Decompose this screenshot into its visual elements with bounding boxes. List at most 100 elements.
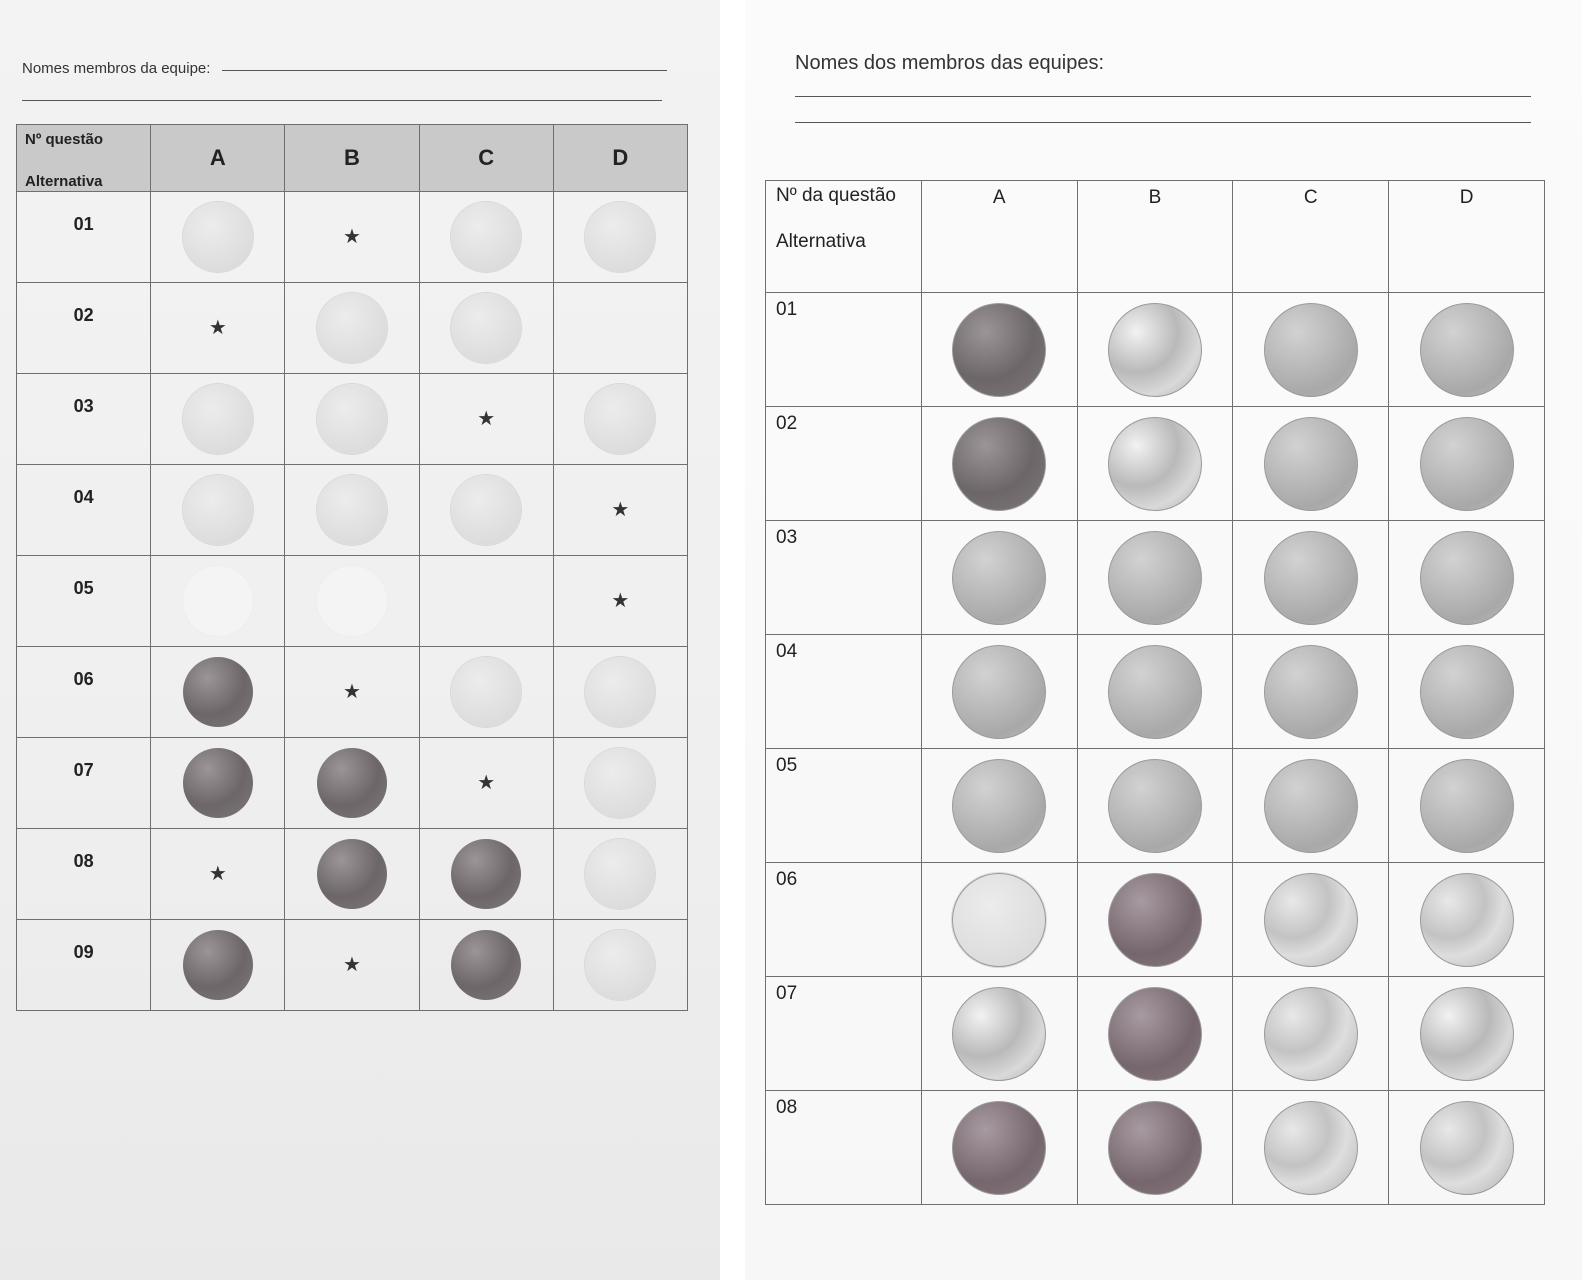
answer-cell-c[interactable] — [1232, 1090, 1390, 1205]
question-header: Nº questão Alternativa — [15, 124, 152, 192]
sticker-dot — [952, 416, 1047, 511]
sticker-dot — [1419, 416, 1514, 511]
sticker-dot — [316, 475, 387, 545]
answer-cell-c[interactable] — [418, 191, 554, 283]
answer-cell-b[interactable] — [1076, 292, 1234, 407]
answer-cell-a[interactable] — [920, 1090, 1078, 1205]
answer-cell-a[interactable] — [920, 976, 1078, 1091]
answer-cell-a[interactable] — [150, 373, 286, 465]
sticker-dot — [1419, 1100, 1514, 1195]
answer-cell-a[interactable] — [150, 191, 286, 283]
answer-cell-b[interactable] — [284, 282, 420, 374]
answer-cell-d[interactable] — [1388, 634, 1545, 749]
answer-cell-c[interactable] — [1232, 520, 1390, 635]
answer-cell-b[interactable] — [284, 828, 420, 920]
table-row: 03 ★ — [15, 373, 689, 465]
answer-cell-a[interactable] — [920, 406, 1078, 521]
question-number: 02 — [765, 406, 922, 521]
answer-cell-a[interactable] — [150, 919, 286, 1011]
answer-cell-b[interactable]: ★ — [284, 919, 420, 1011]
answer-sheet-right: Nomes dos membros das equipes: Nº da que… — [745, 0, 1582, 1280]
answer-cell-a[interactable] — [920, 292, 1078, 407]
answer-cell-b[interactable] — [1076, 634, 1234, 749]
team-names-label: Nomes membros da equipe: — [22, 60, 211, 77]
answer-cell-a[interactable] — [920, 748, 1078, 863]
sticker-dot — [182, 475, 253, 545]
sticker-dot — [1107, 644, 1202, 739]
answer-cell-b[interactable] — [284, 373, 420, 465]
answer-cell-c[interactable] — [1232, 862, 1390, 977]
column-header-a: A — [150, 124, 286, 192]
answer-cell-a[interactable] — [920, 634, 1078, 749]
answer-cell-c[interactable] — [418, 555, 554, 647]
answer-cell-d[interactable] — [1388, 976, 1545, 1091]
question-number: 02 — [15, 282, 152, 374]
answer-cell-d[interactable] — [1388, 406, 1545, 521]
answer-cell-c[interactable] — [1232, 748, 1390, 863]
answer-cell-a[interactable] — [150, 464, 286, 556]
answer-cell-b[interactable] — [1076, 406, 1234, 521]
answer-cell-d[interactable] — [552, 282, 689, 374]
sticker-dot — [451, 293, 522, 363]
sticker-dot — [1419, 302, 1514, 397]
answer-cell-b[interactable]: ★ — [284, 191, 420, 283]
question-number: 08 — [15, 828, 152, 920]
answer-cell-b[interactable] — [1076, 520, 1234, 635]
answer-cell-d[interactable] — [552, 646, 689, 738]
answer-cell-c[interactable] — [418, 919, 554, 1011]
star-icon: ★ — [343, 681, 361, 703]
answer-cell-d[interactable]: ★ — [552, 555, 689, 647]
sticker-dot — [952, 644, 1047, 739]
answer-cell-a[interactable] — [920, 520, 1078, 635]
sticker-dot — [585, 384, 656, 454]
answer-cell-b[interactable] — [1076, 862, 1234, 977]
answer-cell-a[interactable] — [150, 555, 286, 647]
answer-cell-d[interactable] — [1388, 862, 1545, 977]
answer-cell-c[interactable] — [1232, 406, 1390, 521]
answer-cell-d[interactable] — [552, 919, 689, 1011]
answer-cell-c[interactable] — [1232, 634, 1390, 749]
sticker-dot — [182, 384, 253, 454]
answer-cell-d[interactable] — [1388, 520, 1545, 635]
answer-cell-b[interactable] — [284, 464, 420, 556]
sticker-dot — [182, 566, 253, 636]
answer-cell-c[interactable] — [418, 464, 554, 556]
sticker-dot — [1263, 872, 1358, 967]
answer-cell-d[interactable] — [552, 191, 689, 283]
answer-cell-c[interactable] — [418, 282, 554, 374]
question-number: 07 — [765, 976, 922, 1091]
answer-cell-b[interactable] — [284, 555, 420, 647]
answer-cell-d[interactable]: ★ — [552, 464, 689, 556]
answer-cell-d[interactable] — [552, 737, 689, 829]
answer-cell-d[interactable] — [1388, 1090, 1545, 1205]
answer-cell-d[interactable] — [1388, 292, 1545, 407]
answer-cell-c[interactable]: ★ — [418, 373, 554, 465]
table-row: 01 ★ — [15, 191, 689, 283]
answer-cell-b[interactable] — [1076, 1090, 1234, 1205]
answer-cell-c[interactable] — [418, 646, 554, 738]
table-row: 06 ★ — [15, 646, 689, 738]
answer-cell-d[interactable] — [552, 373, 689, 465]
answer-cell-c[interactable]: ★ — [418, 737, 554, 829]
sticker-dot — [952, 758, 1047, 853]
answer-cell-a[interactable]: ★ — [150, 282, 286, 374]
answer-cell-a[interactable] — [150, 646, 286, 738]
answer-cell-b[interactable] — [1076, 976, 1234, 1091]
answer-cell-d[interactable] — [1388, 748, 1545, 863]
answer-cell-b[interactable]: ★ — [284, 646, 420, 738]
answer-cell-d[interactable] — [552, 828, 689, 920]
answer-cell-b[interactable] — [284, 737, 420, 829]
sticker-dot — [316, 748, 387, 818]
names-line — [22, 100, 662, 101]
answer-cell-a[interactable] — [150, 737, 286, 829]
sticker-dot — [1107, 530, 1202, 625]
answer-cell-a[interactable]: ★ — [150, 828, 286, 920]
answer-cell-a[interactable] — [920, 862, 1078, 977]
answer-cell-c[interactable] — [1232, 292, 1390, 407]
answer-cell-c[interactable] — [1232, 976, 1390, 1091]
sticker-dot — [952, 530, 1047, 625]
column-header-b: B — [1076, 180, 1234, 293]
answer-cell-c[interactable] — [418, 828, 554, 920]
table-row: 01 — [765, 292, 1545, 407]
answer-cell-b[interactable] — [1076, 748, 1234, 863]
